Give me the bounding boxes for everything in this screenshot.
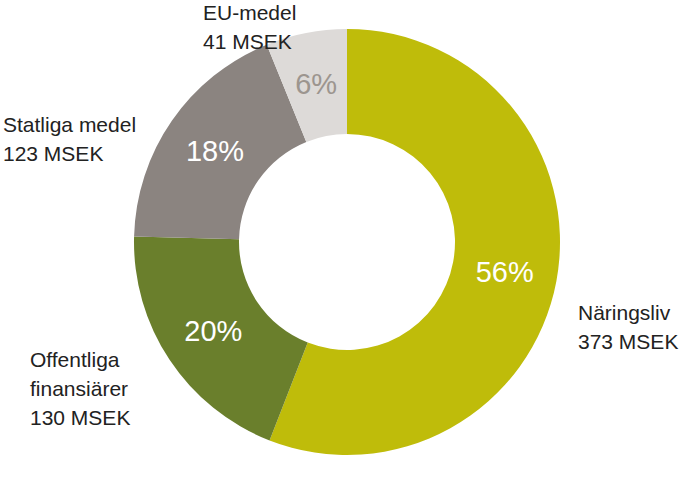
svg-text:finansiärer: finansiärer (30, 377, 128, 400)
svg-text:18%: 18% (186, 135, 244, 167)
svg-text:6%: 6% (295, 68, 337, 100)
svg-text:Näringsliv: Näringsliv (578, 301, 671, 324)
svg-text:EU-medel: EU-medel (203, 1, 296, 24)
svg-text:130 MSEK: 130 MSEK (30, 406, 130, 429)
svg-text:373 MSEK: 373 MSEK (578, 330, 678, 353)
svg-text:41 MSEK: 41 MSEK (203, 30, 292, 53)
svg-text:Offentliga: Offentliga (30, 348, 120, 371)
svg-text:123 MSEK: 123 MSEK (8, 142, 103, 165)
svg-text:56%: 56% (476, 256, 534, 288)
svg-text:Statliga medel: Statliga medel (8, 113, 136, 136)
svg-text:20%: 20% (184, 315, 242, 347)
